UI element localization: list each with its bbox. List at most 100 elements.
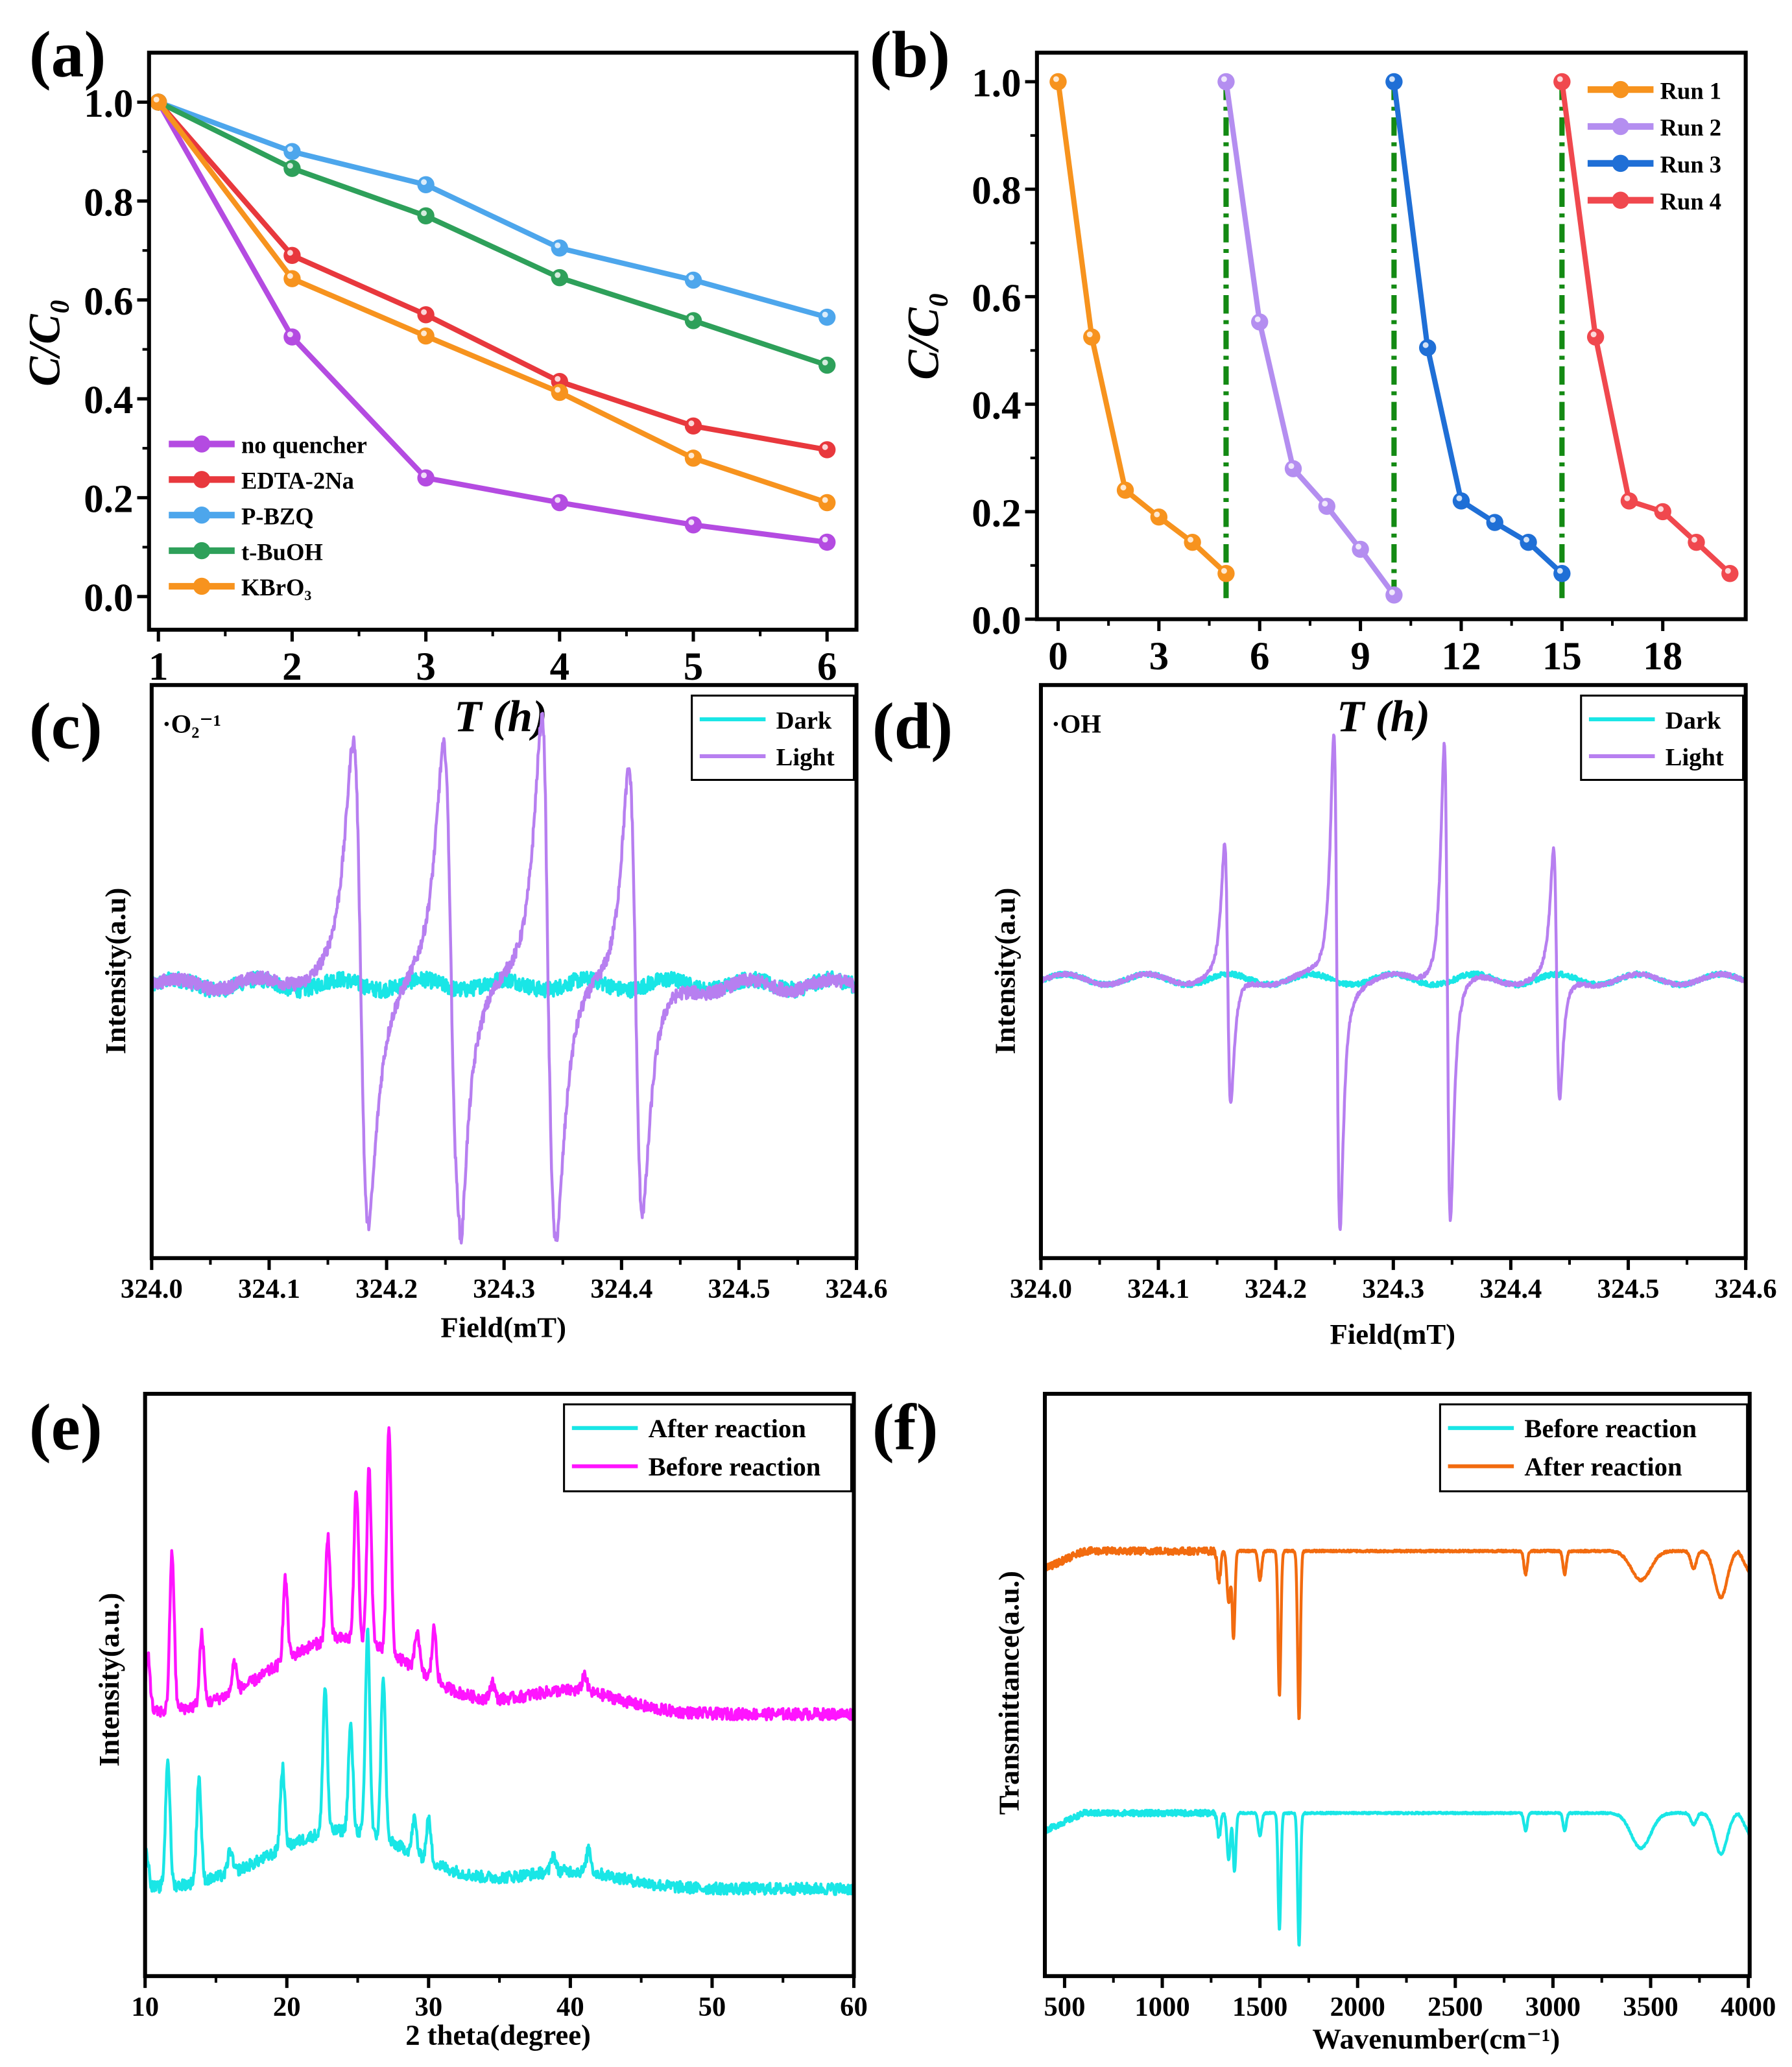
x-axis-label: 2 theta(degree) bbox=[405, 2018, 591, 2051]
x-tick-label: 3 bbox=[416, 645, 435, 689]
panel-e: (e) 10 20 30 40 50 60 2 theta(degree) Intensity(… bbox=[29, 1390, 868, 2051]
y-tick-label: 0.2 bbox=[972, 492, 1021, 535]
x-tick-label: 324.5 bbox=[708, 1274, 770, 1304]
data-point-highlight bbox=[555, 497, 561, 503]
x-tick-label: 3500 bbox=[1623, 1992, 1678, 2022]
data-point-highlight bbox=[822, 536, 828, 543]
y-axis-label: Intensity(a.u.) bbox=[93, 1593, 125, 1767]
legend-label: no quencher bbox=[241, 432, 367, 459]
series-run-1 bbox=[1049, 73, 1235, 582]
data-point bbox=[551, 269, 569, 287]
legend-label: t-BuOH bbox=[241, 538, 323, 565]
data-point-highlight bbox=[287, 273, 293, 280]
x-tick-label: 1500 bbox=[1232, 1992, 1287, 2022]
data-point bbox=[818, 356, 836, 374]
legend-marker bbox=[1612, 117, 1629, 136]
data-point-highlight bbox=[421, 472, 427, 479]
data-point-highlight bbox=[822, 311, 828, 318]
panel-label: (a) bbox=[29, 18, 106, 91]
data-point-highlight bbox=[1154, 511, 1160, 518]
x-axis-label: T (h) bbox=[454, 691, 547, 741]
x-tick-label: 0 bbox=[1048, 635, 1068, 678]
data-point-highlight bbox=[555, 387, 561, 393]
data-point bbox=[1486, 514, 1503, 531]
legend-marker bbox=[193, 435, 211, 453]
y-tick-label: 0.4 bbox=[84, 379, 133, 422]
x-tick-label: 324.0 bbox=[121, 1274, 183, 1304]
data-point-highlight bbox=[1356, 544, 1362, 550]
data-point-highlight bbox=[421, 330, 427, 337]
data-point bbox=[551, 494, 569, 512]
data-point bbox=[1150, 508, 1168, 526]
data-point-highlight bbox=[287, 146, 293, 152]
x-tick-label: 9 bbox=[1350, 635, 1370, 678]
data-point bbox=[1385, 586, 1403, 604]
data-point bbox=[283, 160, 301, 177]
data-point-highlight bbox=[1557, 568, 1563, 574]
legend-marker bbox=[1612, 80, 1629, 99]
plot-frame bbox=[147, 51, 859, 632]
data-point-highlight bbox=[1188, 536, 1194, 543]
x-tick-label: 500 bbox=[1044, 1992, 1085, 2022]
legend: After reaction Before reaction bbox=[563, 1403, 852, 1492]
y-tick-label: 0.4 bbox=[972, 385, 1021, 428]
data-point bbox=[283, 270, 301, 287]
panel-d: (d) 324.0 324.1 324.2 324.3 324.4 324.5 324.6 Fi… bbox=[872, 683, 1777, 1350]
data-point-highlight bbox=[555, 272, 561, 278]
data-point-highlight bbox=[287, 250, 293, 256]
plot-frame bbox=[1034, 51, 1748, 621]
data-point bbox=[1385, 73, 1403, 91]
series-light bbox=[1040, 733, 1746, 1231]
legend: Run 1 Run 2 Run 3 Run 4 bbox=[1587, 77, 1721, 215]
data-point-highlight bbox=[421, 210, 427, 217]
series-line bbox=[145, 1627, 854, 1896]
series-run-3 bbox=[1385, 73, 1571, 582]
data-point bbox=[818, 494, 836, 512]
x-tick-label: 324.1 bbox=[238, 1274, 300, 1304]
legend-label: Before reaction bbox=[1524, 1414, 1697, 1443]
x-tick-label: 40 bbox=[556, 1992, 584, 2022]
data-point-highlight bbox=[1691, 536, 1697, 543]
data-point bbox=[417, 176, 435, 194]
x-tick-label: 2500 bbox=[1428, 1992, 1483, 2022]
y-tick-label: 0.0 bbox=[84, 577, 133, 620]
y-axis-label: C/C₀ bbox=[19, 298, 69, 386]
series-line bbox=[157, 99, 828, 368]
legend: Dark Light bbox=[1580, 694, 1745, 782]
panel-label: (b) bbox=[870, 18, 950, 91]
data-point-highlight bbox=[1590, 331, 1597, 338]
data-point bbox=[1217, 565, 1235, 582]
data-point bbox=[684, 417, 702, 435]
y-tick-label: 0.8 bbox=[84, 181, 133, 224]
legend-marker bbox=[193, 542, 211, 560]
legend: Before reaction After reaction bbox=[1439, 1403, 1749, 1492]
data-point-highlight bbox=[1053, 76, 1059, 82]
data-point-highlight bbox=[1456, 495, 1463, 501]
data-point-highlight bbox=[555, 242, 561, 248]
series-line bbox=[156, 100, 828, 453]
data-point bbox=[150, 93, 167, 111]
x-tick-label: 324.4 bbox=[590, 1274, 652, 1304]
series-after-reaction bbox=[145, 1627, 854, 1896]
series-line bbox=[156, 101, 828, 545]
data-point bbox=[283, 328, 301, 346]
x-axis-label: T (h) bbox=[1337, 691, 1430, 741]
x-tick-label: 4 bbox=[550, 645, 569, 689]
series-run-4 bbox=[1553, 73, 1739, 582]
species-annotation: ·O₂⁻¹ bbox=[162, 709, 221, 738]
plot-frame bbox=[1042, 1391, 1752, 1978]
data-point-highlight bbox=[688, 420, 695, 427]
x-tick-label: 324.2 bbox=[355, 1274, 418, 1304]
data-point-highlight bbox=[1725, 568, 1731, 574]
x-tick-label: 324.2 bbox=[1245, 1274, 1307, 1304]
plot-area bbox=[1040, 733, 1746, 1231]
panel-label: (d) bbox=[872, 689, 953, 763]
series-run-2 bbox=[1217, 73, 1403, 604]
data-point bbox=[1688, 533, 1705, 551]
data-point-highlight bbox=[1288, 463, 1295, 470]
data-point-highlight bbox=[287, 163, 293, 169]
legend-marker bbox=[193, 471, 211, 488]
data-point bbox=[1418, 339, 1437, 357]
data-point-highlight bbox=[555, 376, 561, 382]
